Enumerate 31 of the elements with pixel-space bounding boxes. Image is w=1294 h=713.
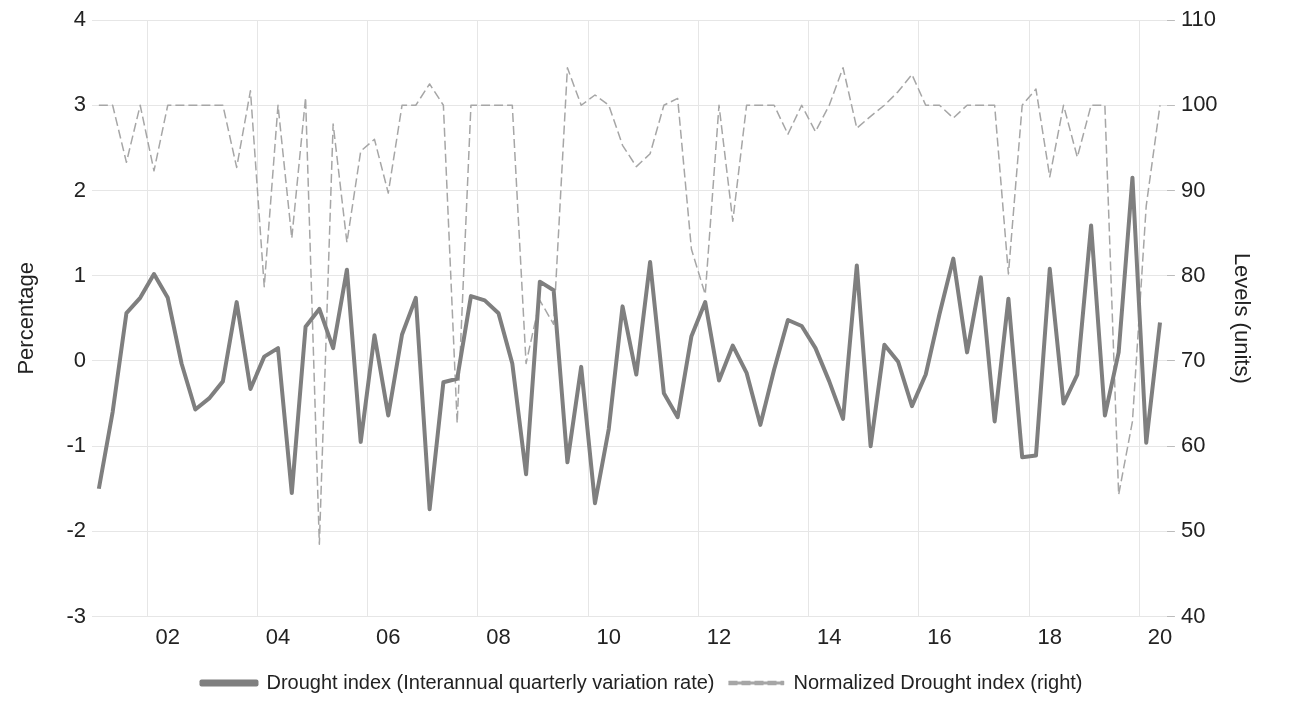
y-tick-label: 2 — [73, 176, 86, 202]
line-series — [98, 66, 1161, 545]
x-tick-label: 14 — [817, 623, 842, 649]
x-tick-label: 20 — [1147, 623, 1173, 649]
y2-tick-label: 50 — [1180, 517, 1206, 543]
y-axis-title: Percentage — [13, 262, 39, 375]
x-tick-label: 16 — [927, 623, 952, 649]
y2-tick-label: 90 — [1180, 176, 1206, 202]
x-tick-label: 10 — [596, 623, 621, 649]
y-tick-label: -1 — [66, 432, 86, 458]
y2-tick-label: 80 — [1180, 261, 1206, 287]
y2-tick-label: 70 — [1180, 346, 1206, 372]
y-tick-label: -3 — [66, 602, 86, 628]
x-tick-label: 12 — [706, 623, 732, 649]
x-tick-label: 02 — [155, 623, 180, 649]
legend-label: Drought index (Interannual quarterly variation rate) — [266, 670, 715, 693]
y-tick-label: -2 — [66, 517, 86, 543]
x-tick-label: 18 — [1037, 623, 1062, 649]
y2-tick-label: 110 — [1180, 6, 1216, 32]
x-tick-label: 08 — [486, 623, 511, 649]
x-tick-label: 04 — [265, 623, 291, 649]
y2-tick-label: 40 — [1180, 602, 1206, 628]
x-tick-label: 06 — [376, 623, 401, 649]
y-tick-label: 4 — [73, 6, 86, 32]
y2-tick-label: 100 — [1180, 91, 1218, 117]
y-tick-label: 1 — [73, 261, 86, 287]
y-tick-label: 3 — [73, 91, 86, 117]
y-tick-label: 0 — [73, 346, 86, 372]
y2-axis-title: Levels (units) — [1229, 252, 1255, 384]
legend-label: Normalized Drought index (right) — [793, 670, 1083, 693]
y2-tick-label: 60 — [1180, 432, 1206, 458]
